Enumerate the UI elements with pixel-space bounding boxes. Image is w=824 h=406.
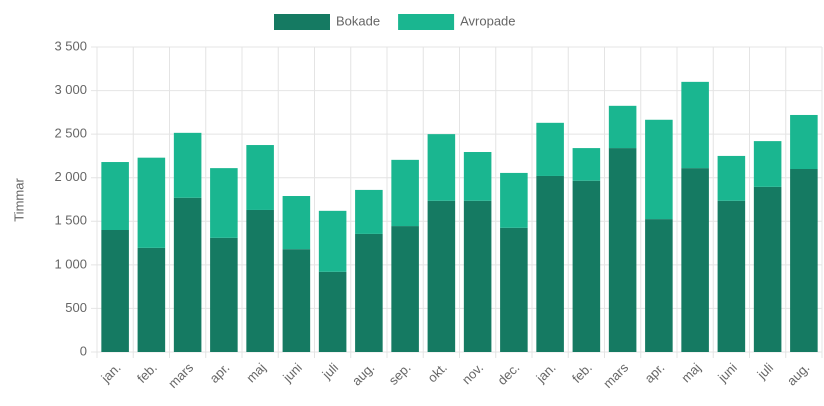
bar-segment: [391, 159, 419, 227]
bar-segment: [210, 237, 238, 352]
x-tick-label: feb.: [134, 360, 160, 386]
bar-segment: [210, 168, 238, 238]
bar-segment: [572, 148, 601, 181]
y-axis-label: Timmar: [11, 178, 26, 222]
y-tick-label: 3 000: [54, 82, 87, 97]
bar-segment: [790, 114, 818, 169]
bar-segment: [318, 271, 347, 352]
bar-segment: [500, 172, 528, 228]
bar-segment: [536, 175, 564, 352]
bar-segment: [282, 249, 311, 352]
x-tick-label: juni: [279, 360, 305, 386]
legend-label: Avropade: [460, 13, 515, 28]
x-tick-label: feb.: [569, 360, 595, 386]
x-tick-label: mars: [165, 360, 196, 391]
bar-segment: [608, 148, 637, 352]
bar-segment: [391, 226, 419, 352]
bar-segment: [355, 233, 383, 352]
x-tick-label: juni: [714, 360, 740, 386]
bar-segment: [753, 141, 782, 187]
x-tick-label: apr.: [641, 360, 667, 386]
bar-segment: [173, 197, 202, 352]
bar-segment: [717, 155, 746, 201]
bar-segment: [318, 210, 347, 272]
legend-swatch: [398, 14, 455, 30]
x-tick-label: apr.: [206, 360, 232, 386]
bar-segment: [427, 134, 456, 201]
bar-segment: [645, 119, 673, 220]
y-tick-label: 0: [80, 343, 87, 358]
x-tick-label: maj: [243, 360, 268, 385]
bar-segment: [246, 145, 274, 210]
bar-segment: [427, 200, 456, 352]
y-tick-label: 1 000: [54, 256, 87, 271]
x-tick-label: dec.: [494, 360, 522, 388]
legend-swatch: [274, 14, 330, 30]
legend-label: Bokade: [336, 13, 380, 28]
bar-segment: [608, 105, 637, 149]
y-tick-label: 2 000: [54, 169, 87, 184]
x-tick-label: okt.: [424, 360, 449, 385]
x-tick-label: jan.: [98, 360, 124, 386]
y-tick-label: 3 500: [54, 38, 87, 53]
bar-segment: [681, 81, 709, 169]
bar-segment: [137, 247, 166, 352]
x-tick-label: jan.: [533, 360, 559, 386]
bar-segment: [101, 230, 129, 352]
x-tick-label: nov.: [459, 360, 486, 387]
bar-segment: [173, 132, 202, 198]
bar-segment: [463, 152, 492, 201]
x-tick-label: juli: [319, 360, 342, 383]
bar-segment: [572, 180, 601, 352]
bar-segment: [753, 186, 782, 352]
bar-segment: [463, 200, 492, 352]
bar-segment: [681, 168, 709, 352]
bar-segment: [246, 209, 274, 352]
x-tick-label: sep.: [386, 360, 414, 388]
x-tick-label: maj: [678, 360, 703, 385]
y-tick-label: 2 500: [54, 126, 87, 141]
bar-segment: [536, 122, 564, 176]
bar-segment: [790, 169, 818, 352]
x-tick-label: juli: [754, 360, 777, 383]
x-tick-label: aug.: [349, 360, 378, 389]
x-tick-label: aug.: [784, 360, 813, 389]
x-tick-label: mars: [600, 360, 631, 391]
bar-segment: [137, 157, 166, 248]
bar-segment: [500, 227, 528, 352]
bar-segment: [101, 162, 129, 230]
y-tick-label: 500: [65, 300, 87, 315]
y-tick-label: 1 500: [54, 213, 87, 228]
bar-segment: [717, 200, 746, 352]
bar-segment: [645, 219, 673, 352]
bar-segment: [282, 196, 311, 250]
bar-segment: [355, 189, 383, 234]
